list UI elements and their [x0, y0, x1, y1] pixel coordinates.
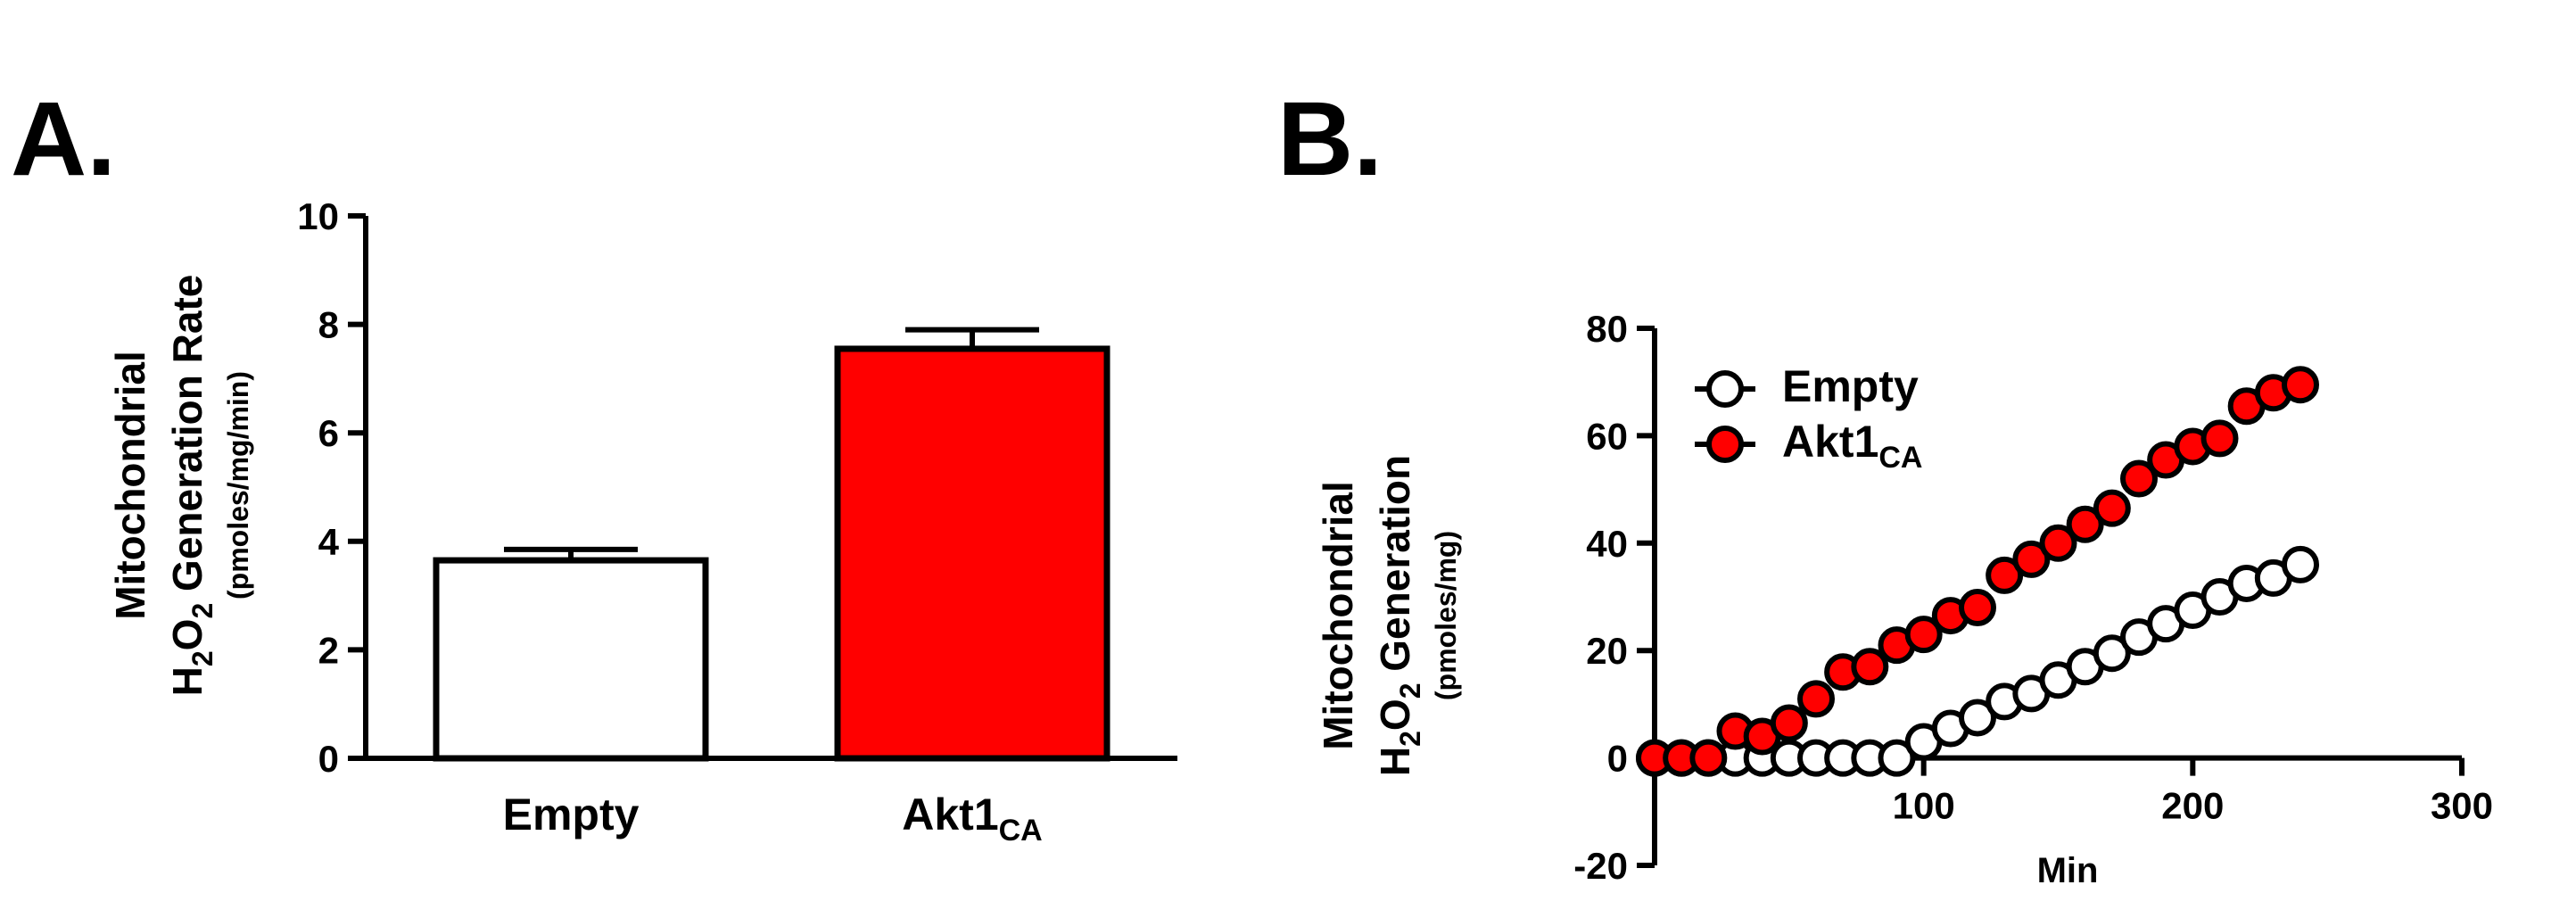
panel-b-x-axis-title: Min [2037, 851, 2099, 890]
empty-data-point [2282, 545, 2319, 583]
panel-b-y-tick-label: 60 [1586, 415, 1628, 457]
panel-a-label: A. [11, 80, 116, 198]
panel-a-x-tick-label: Akt1CA [902, 790, 1042, 848]
panel-b-y-tick-label: 0 [1607, 738, 1628, 780]
panel-b-y-tick-label: 80 [1586, 308, 1628, 350]
empty-data-point [1959, 699, 1996, 737]
panel-a-y-axis-title-line2: H2O2 Generation Rate [164, 275, 219, 697]
akt1ca-data-point [2093, 489, 2131, 527]
panel-a-y-tick-label: 0 [318, 738, 339, 780]
panel-a-y-axis: 0 2 4 6 8 10 [297, 195, 368, 780]
panel-b-x-tick-label: 200 [2161, 785, 2224, 827]
series-akt1ca [1636, 366, 2319, 777]
empty-data-point [1878, 739, 1916, 777]
akt1ca-data-point [2282, 366, 2319, 404]
panel-b-y-axis-unit: (pmoles/mg) [1430, 531, 1462, 700]
panel-a-bars [433, 327, 1110, 762]
legend-akt1ca-label: Akt1CA [1782, 417, 1922, 475]
panel-b: B. Mitochondrial H2O2 Generation (pmoles… [1277, 80, 2493, 890]
panel-b-y-axis-title: Mitochondrial H2O2 Generation (pmoles/mg… [1315, 455, 1462, 776]
panel-b-y-axis-title-line2: H2O2 Generation [1372, 455, 1426, 776]
panel-b-label: B. [1277, 80, 1383, 198]
akt1ca-data-point [1689, 739, 1728, 777]
panel-b-x-tick-label: 100 [1893, 785, 1955, 827]
panel-a-y-tick-label: 4 [318, 521, 340, 563]
panel-a-y-axis-title-line1: Mitochondrial [107, 351, 153, 620]
panel-a-y-tick-label: 6 [318, 412, 339, 454]
panel-a-x-tick-label: Empty [503, 790, 640, 839]
akt1ca-data-point [1851, 648, 1889, 686]
akt1ca-data-point [1904, 616, 1943, 654]
panel-a: A. Mitochondrial H2O2 Generation Rate (p… [11, 80, 1177, 848]
panel-a-y-tick-label: 2 [318, 629, 339, 671]
legend-empty-label: Empty [1782, 361, 1919, 411]
panel-b-y-tick-label: 40 [1586, 523, 1628, 565]
akt1ca-data-point [2012, 540, 2051, 578]
panel-b-y-axis: -20 0 20 40 60 80 [1573, 308, 1657, 887]
panel-a-bar [834, 345, 1110, 762]
akt1ca-data-point [1959, 589, 1996, 627]
panel-b-data-points [1636, 366, 2319, 777]
akt1ca-data-point [2039, 524, 2077, 562]
panel-a-y-tick-label: 8 [318, 304, 339, 346]
panel-b-x-axis: 100 200 300 [1655, 755, 2493, 827]
panel-a-y-tick-label: 10 [297, 195, 339, 237]
panel-a-x-axis: Empty Akt1CA [366, 756, 1177, 848]
panel-b-x-tick-label: 300 [2431, 785, 2493, 827]
panel-b-legend: Empty Akt1CA [1695, 361, 1922, 475]
panel-a-y-axis-unit: (pmoles/mg/min) [222, 371, 254, 600]
panel-a-bar [433, 557, 709, 762]
legend-item-akt1ca: Akt1CA [1695, 417, 1922, 475]
empty-data-point [2093, 634, 2131, 673]
akt1ca-data-point [2200, 419, 2239, 458]
panel-b-y-tick-label: -20 [1573, 845, 1628, 887]
panel-b-y-axis-title-line1: Mitochondrial [1315, 481, 1361, 750]
panel-a-y-axis-title: Mitochondrial H2O2 Generation Rate (pmol… [107, 275, 254, 697]
akt1ca-data-point [1770, 704, 1808, 742]
akt1ca-data-point [1797, 680, 1835, 718]
akt1ca-data-point [1986, 556, 2024, 594]
legend-akt1ca-marker [1706, 426, 1744, 463]
panel-b-y-tick-label: 20 [1586, 630, 1628, 672]
akt1ca-data-point [2066, 505, 2104, 543]
legend-item-empty: Empty [1695, 361, 1919, 411]
akt1ca-data-point [2120, 459, 2158, 498]
legend-empty-marker [1706, 370, 1744, 408]
